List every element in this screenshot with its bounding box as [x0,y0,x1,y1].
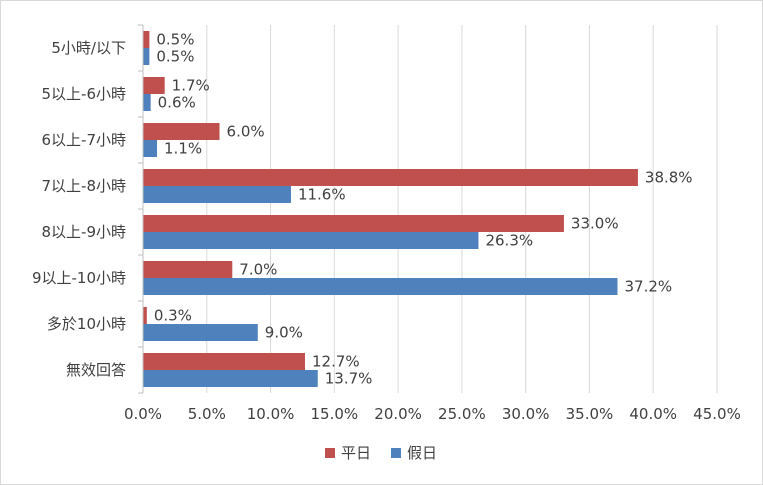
data-label: 12.7% [312,353,360,371]
bars [143,31,638,387]
legend-swatch [325,448,335,458]
category-label: 9以上-10小時 [32,269,126,287]
bar-holiday [143,140,158,157]
data-label: 0.5% [156,48,194,66]
x-tick-label: 30.0% [502,405,550,423]
x-tick-label: 25.0% [438,405,486,423]
data-label: 1.1% [164,140,202,158]
bar-holiday [143,48,150,65]
x-tick-label: 0.0% [124,405,162,423]
category-label: 5以上-6小時 [42,85,127,103]
labels: 0.0% 5.0% 10.0% 15.0% 20.0% 25.0% 30.0% 35.0% 40… [32,31,741,424]
bar-weekday [143,353,305,370]
bar-weekday [143,215,564,232]
legend-swatch [391,448,401,458]
x-tick-label: 5.0% [188,405,226,423]
data-label: 9.0% [265,324,303,342]
bar-weekday [143,31,150,48]
x-tick-label: 35.0% [566,405,614,423]
data-label: 26.3% [485,232,533,250]
x-tick-label: 45.0% [693,405,741,423]
bar-weekday [143,307,147,324]
data-label: 33.0% [571,215,619,233]
bar-holiday [143,94,151,111]
data-label: 11.6% [298,186,346,204]
category-label: 6以上-7小時 [42,131,127,149]
bar-holiday [143,278,618,295]
bar-weekday [143,77,165,94]
bar-holiday [143,186,291,203]
category-label: 5小時/以下 [51,39,126,57]
data-label: 0.6% [158,94,196,112]
bar-weekday [143,123,220,140]
legend-label: 假日 [407,444,437,462]
x-tick-label: 15.0% [311,405,359,423]
category-label: 多於10小時 [47,315,126,333]
data-label: 6.0% [227,123,265,141]
bar-holiday [143,324,258,341]
category-label: 無效回答 [66,361,126,379]
grid-lines [206,25,718,393]
data-label: 0.3% [154,307,192,325]
data-label: 37.2% [625,278,673,296]
bar-weekday [143,169,638,186]
x-tick-label: 40.0% [629,405,677,423]
data-label: 0.5% [156,31,194,49]
category-label: 8以上-9小時 [42,223,127,241]
data-label: 1.7% [172,77,210,95]
data-label: 13.7% [325,370,373,388]
legend: 平日 假日 [325,444,437,462]
axes [138,24,144,394]
x-tick-label: 10.0% [247,405,295,423]
x-tick-label: 20.0% [374,405,422,423]
data-label: 38.8% [645,169,693,187]
data-label: 7.0% [239,261,277,279]
category-label: 7以上-8小時 [42,177,127,195]
bar-holiday [143,232,479,249]
bar-holiday [143,370,318,387]
legend-label: 平日 [341,444,371,462]
bar-weekday [143,261,233,278]
